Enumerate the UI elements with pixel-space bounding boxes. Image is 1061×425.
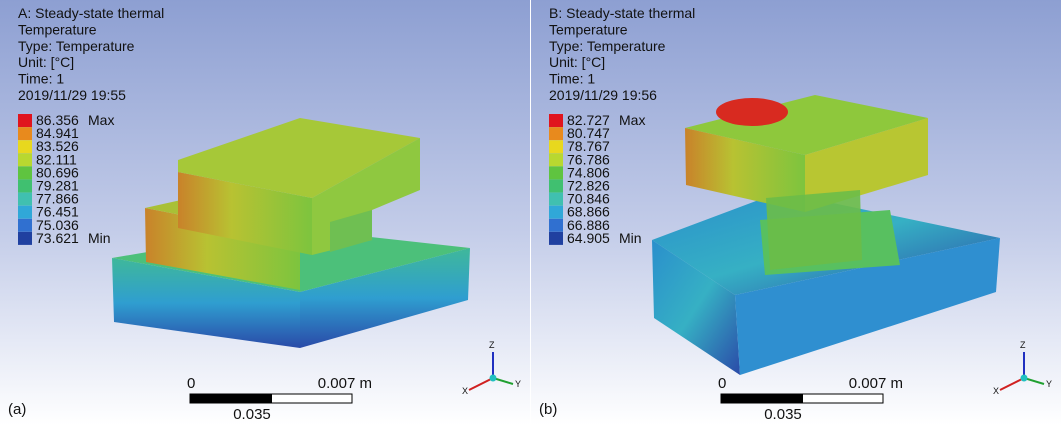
- header-line: Type: Temperature: [549, 38, 666, 54]
- legend-swatch: [18, 153, 32, 166]
- header-line: Temperature: [549, 21, 628, 37]
- legend-tag: Max: [88, 112, 114, 128]
- triad-origin: [490, 375, 497, 382]
- scale-end: 0.007 m: [318, 375, 372, 392]
- triad-x-label: X: [462, 386, 468, 396]
- legend-swatch: [549, 166, 563, 179]
- legend-value: 73.621: [36, 230, 79, 246]
- triad-x-label: X: [993, 386, 999, 396]
- triad-z-label: Z: [1020, 340, 1026, 350]
- header-line: Unit: [°C]: [549, 54, 605, 70]
- legend-swatch: [18, 114, 32, 127]
- legend-swatch: [18, 166, 32, 179]
- legend-swatch: [18, 127, 32, 140]
- header-line: Time: 1: [18, 71, 64, 87]
- legend-swatch: [549, 232, 563, 245]
- triad-y-label: Y: [1046, 379, 1052, 389]
- triad-z-label: Z: [489, 340, 495, 350]
- scale-bar-fill: [190, 394, 272, 403]
- legend-swatch: [549, 206, 563, 219]
- triad-y-label: Y: [515, 379, 521, 389]
- legend-swatch: [549, 219, 563, 232]
- panel-label: (b): [539, 401, 557, 418]
- header-line: 2019/11/29 19:56: [549, 87, 657, 103]
- scale-bar-fill: [721, 394, 803, 403]
- header-line: Time: 1: [549, 71, 595, 87]
- header-line: Type: Temperature: [18, 38, 135, 54]
- figure: A: Steady-state thermalTemperatureType: …: [0, 0, 1061, 425]
- triad-origin: [1021, 375, 1028, 382]
- scale-start: 0: [187, 375, 195, 392]
- header-line: Temperature: [18, 21, 97, 37]
- legend-swatch: [18, 180, 32, 193]
- legend-swatch: [549, 140, 563, 153]
- legend-tag: Max: [619, 112, 645, 128]
- legend-swatch: [18, 206, 32, 219]
- legend-swatch: [549, 193, 563, 206]
- legend-tag: Min: [88, 230, 111, 246]
- legend-tag: Min: [619, 230, 642, 246]
- header-line: B: Steady-state thermal: [549, 5, 695, 21]
- legend-swatch: [18, 193, 32, 206]
- legend-swatch: [549, 180, 563, 193]
- legend-swatch: [18, 219, 32, 232]
- legend-swatch: [549, 127, 563, 140]
- scale-end: 0.007 m: [849, 375, 903, 392]
- panel-label: (a): [8, 401, 26, 418]
- scale-mid: 0.035: [233, 406, 271, 423]
- legend-swatch: [18, 232, 32, 245]
- legend-swatch: [549, 153, 563, 166]
- legend-value: 64.905: [567, 230, 610, 246]
- header-line: A: Steady-state thermal: [18, 5, 164, 21]
- legend-swatch: [549, 114, 563, 127]
- header-line: Unit: [°C]: [18, 54, 74, 70]
- scale-mid: 0.035: [764, 406, 802, 423]
- legend-swatch: [18, 140, 32, 153]
- header-line: 2019/11/29 19:55: [18, 87, 126, 103]
- scale-start: 0: [718, 375, 726, 392]
